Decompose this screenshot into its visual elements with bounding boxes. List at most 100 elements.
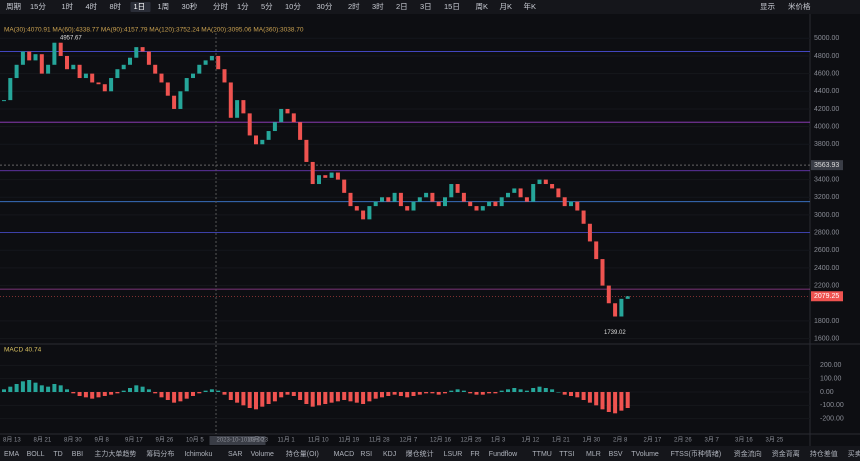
macd-bar [178,392,183,402]
macd-bar [518,389,523,392]
indicator-tab[interactable]: FTSS(币种情绪) [671,449,722,458]
timeframe-tab[interactable]: 30秒 [182,1,198,11]
indicator-tab[interactable]: TD [53,451,62,458]
indicator-tab[interactable]: 持仓差值 [810,449,838,458]
indicator-tab[interactable]: SAR [228,451,242,458]
candle [20,51,25,65]
indicator-tab[interactable]: Fundflow [489,451,518,458]
timeframe-tab[interactable]: 4时 [86,1,98,11]
timeframe-tab[interactable]: 2日 [396,2,408,11]
candle [39,54,44,74]
indicator-tab[interactable]: MLR [586,451,601,458]
toolbar-button[interactable]: 显示 [760,2,775,11]
x-tick-label: 8月 13 [3,437,21,444]
indicator-tab[interactable]: 资金流向 [734,449,762,458]
x-tick-label: 10月 5 [186,437,204,444]
timeframe-tab[interactable]: 分时 [213,1,228,11]
indicator-tab[interactable]: FR [470,451,479,458]
timeframe-tab[interactable]: 1日 [134,2,146,11]
macd-bar [398,392,403,396]
timeframe-tab[interactable]: 8时 [110,1,122,11]
timeframe-tab[interactable]: 周K [476,2,489,11]
indicator-tab[interactable]: KDJ [383,451,396,458]
indicator-tab[interactable]: EMA [4,451,20,458]
candle [361,210,366,220]
candle [550,184,555,189]
candle [65,55,69,70]
macd-bar [298,392,303,400]
x-tick-label: 8月 21 [34,437,52,444]
candle [518,188,523,198]
indicator-tab[interactable]: TTMU [532,451,551,458]
candle [493,201,498,207]
indicator-tab[interactable]: 买卖热度 [848,449,860,458]
candle [449,184,454,198]
macd-bar [487,392,492,394]
candle [96,82,101,85]
candle [2,100,6,102]
indicator-tab[interactable]: RSI [360,451,372,458]
indicator-tab[interactable]: BBI [72,451,83,458]
candle [90,73,95,83]
macd-bar [581,392,586,400]
macd-bar [203,390,208,392]
timeframe-tab[interactable]: 月K [500,2,513,11]
macd-bar [83,392,88,398]
candle [323,175,328,178]
macd-bar [537,386,542,392]
timeframe-tab[interactable]: 15分 [30,2,46,11]
macd-bar [279,392,284,398]
indicator-tab[interactable]: 筹码分布 [146,449,174,458]
timeframe-tab[interactable]: 15日 [444,2,460,11]
x-tick-label: 1月 3 [491,437,506,444]
timeframe-tab[interactable]: 3日 [420,2,432,11]
indicator-tab[interactable]: Ichimoku [184,451,212,458]
timeframe-tab[interactable]: 年K [524,1,537,11]
candle [77,64,82,79]
candle [430,192,435,202]
indicator-tab[interactable]: 爆仓统计 [406,449,434,458]
macd-bar [153,392,158,394]
indicator-tab[interactable]: TVolume [631,451,659,458]
indicator-tab[interactable]: BOLL [27,451,45,458]
x-tick-label: 1月 21 [552,437,570,444]
timeframe-tab[interactable]: 周期 [6,2,21,11]
macd-bar [461,390,466,392]
macd-bar [550,389,555,392]
indicator-tab[interactable]: TTSI [559,451,574,458]
timeframe-tab[interactable]: 3时 [372,1,384,11]
macd-bar [556,392,561,393]
timeframe-tab[interactable]: 10分 [285,2,301,11]
x-tick-label: 9月 26 [156,437,174,444]
macd-bar [128,388,132,392]
indicator-tab[interactable]: BSV [609,451,623,458]
macd-bar [228,392,233,400]
macd-bar [310,392,315,407]
indicator-tab[interactable]: 持仓量(OI) [286,449,319,458]
indicator-tab[interactable]: LSUR [444,451,463,458]
timeframe-tab[interactable]: 30分 [317,2,333,11]
toolbar-button[interactable]: 米价格 [788,1,811,11]
macd-bar [184,392,189,399]
candle [405,206,410,211]
candle [474,206,479,211]
timeframe-tab[interactable]: 2时 [348,1,360,11]
candle [506,192,510,198]
timeframe-tab[interactable]: 5分 [261,2,273,11]
indicator-tab[interactable]: 主力大单趋势 [94,449,136,458]
high-label: 4957.67 [60,36,82,42]
timeframe-tab[interactable]: 1时 [62,1,74,11]
macd-bar [52,384,57,392]
indicator-tab[interactable]: 资金背离 [772,449,800,458]
candle [203,60,208,65]
indicator-tab[interactable]: MACD [334,451,355,458]
timeframe-tab[interactable]: 1周 [158,2,170,11]
candle [587,223,592,242]
last-price-tag [811,291,843,302]
timeframe-tab[interactable]: 1分 [237,2,249,11]
indicator-tab[interactable]: Volume [251,451,274,458]
macd-bar [58,385,63,392]
x-tick-label: 12月 25 [461,437,483,444]
